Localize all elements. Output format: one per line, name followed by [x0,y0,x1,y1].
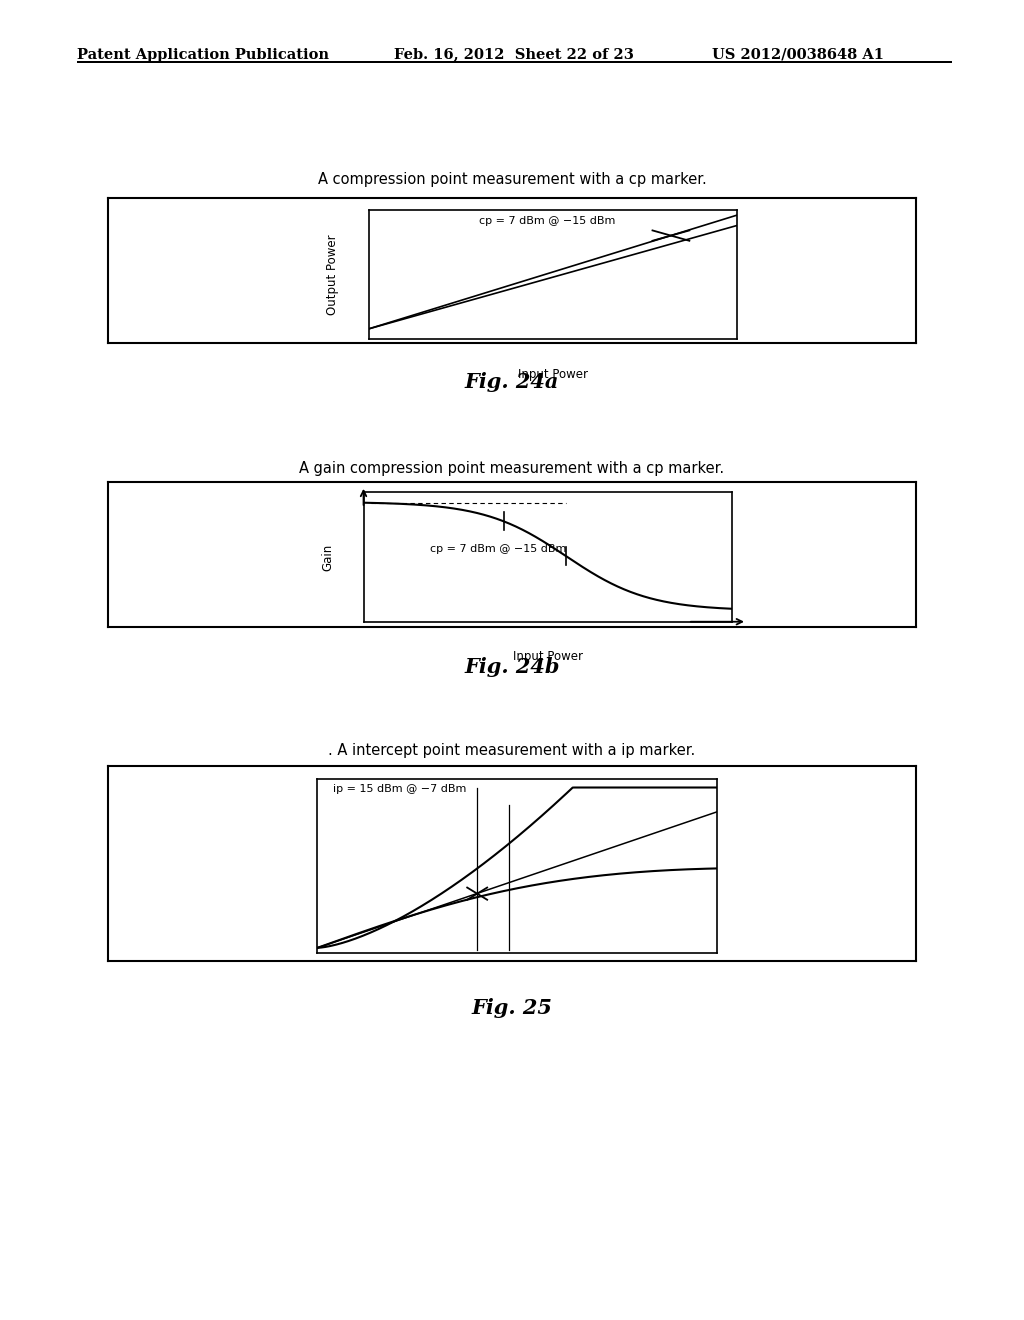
Text: ip = 15 dBm @ −7 dBm: ip = 15 dBm @ −7 dBm [334,784,467,795]
Text: Fig. 25: Fig. 25 [472,998,552,1018]
Text: Feb. 16, 2012  Sheet 22 of 23: Feb. 16, 2012 Sheet 22 of 23 [394,48,634,62]
Text: Fig. 24a: Fig. 24a [465,372,559,392]
Text: Input Power: Input Power [513,651,583,663]
Text: US 2012/0038648 A1: US 2012/0038648 A1 [712,48,884,62]
Text: A gain compression point measurement with a cp marker.: A gain compression point measurement wit… [299,461,725,475]
Text: A compression point measurement with a cp marker.: A compression point measurement with a c… [317,172,707,186]
Text: . A intercept point measurement with a ip marker.: . A intercept point measurement with a i… [329,743,695,758]
Text: cp = 7 dBm @ −15 dBm: cp = 7 dBm @ −15 dBm [430,544,566,554]
Text: Input Power: Input Power [518,368,588,380]
Text: cp = 7 dBm @ −15 dBm: cp = 7 dBm @ −15 dBm [479,216,615,226]
Text: Patent Application Publication: Patent Application Publication [77,48,329,62]
Text: Gain: Gain [322,544,334,570]
Text: Output Power: Output Power [327,234,339,315]
Text: Fig. 24b: Fig. 24b [464,657,560,677]
